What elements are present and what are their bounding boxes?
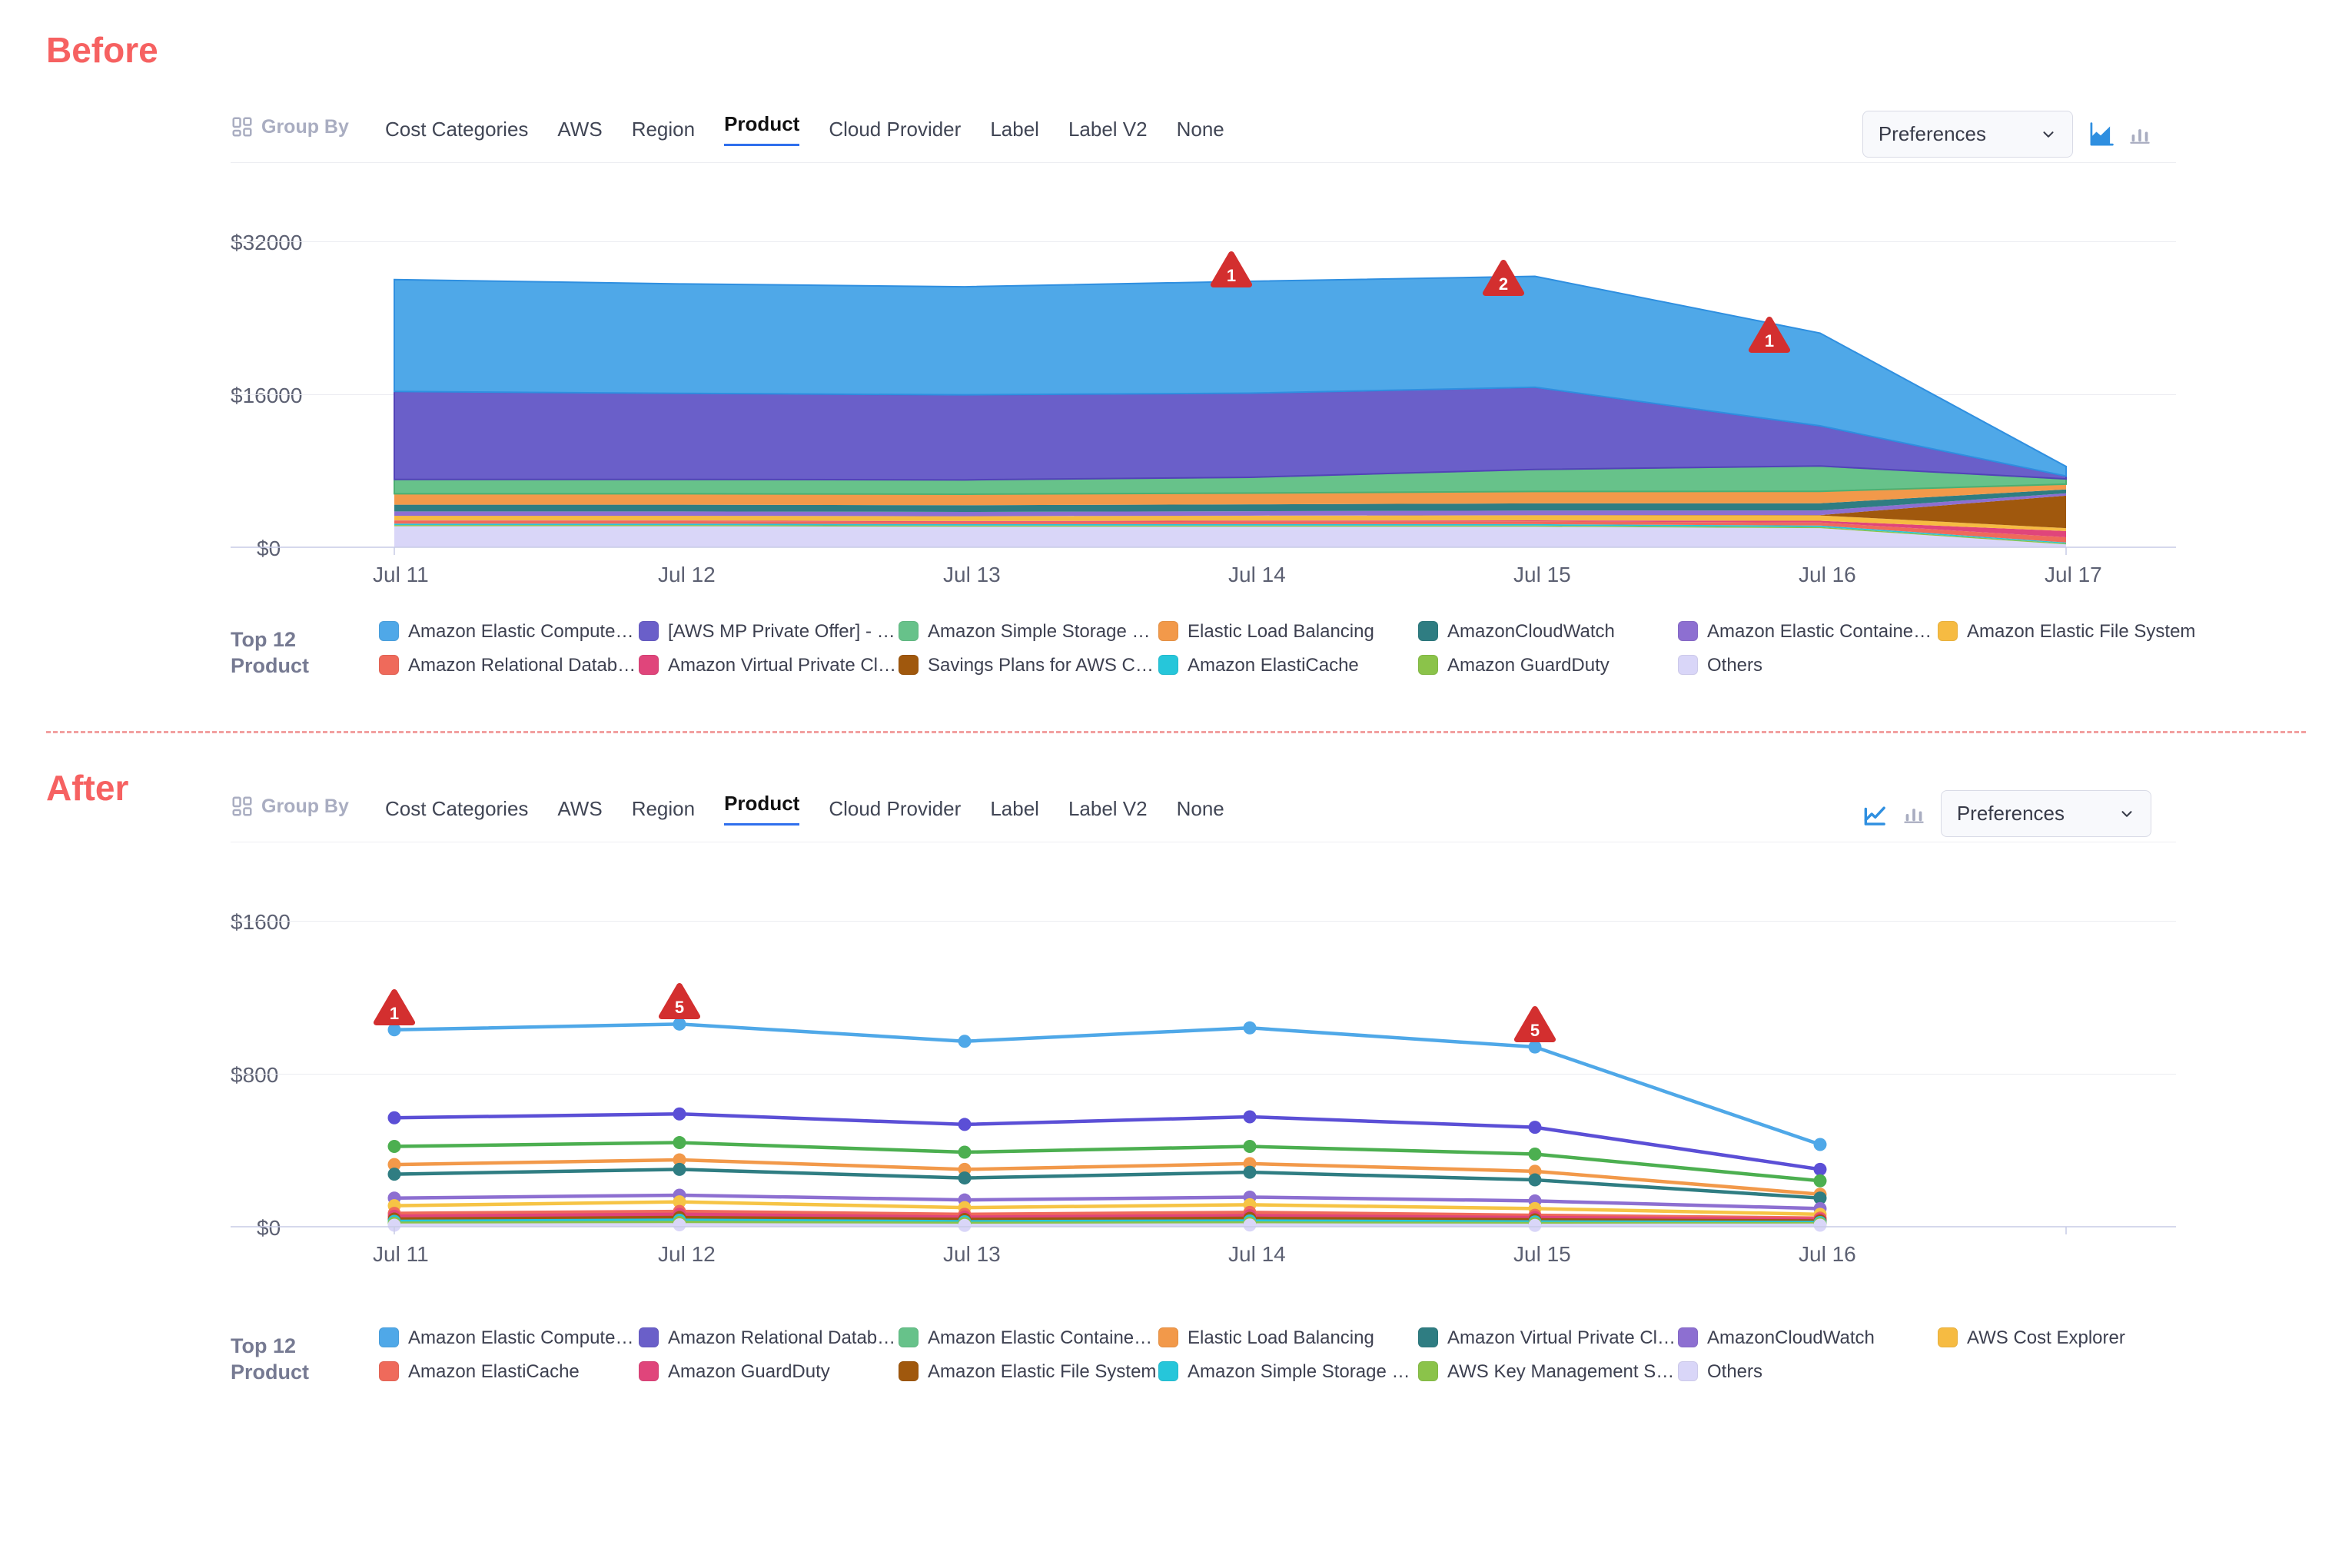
svg-text:1: 1 <box>1227 266 1236 285</box>
svg-text:1: 1 <box>390 1004 399 1023</box>
svg-text:2: 2 <box>1499 274 1508 294</box>
svg-text:1: 1 <box>1765 331 1774 350</box>
svg-text:5: 5 <box>675 998 684 1017</box>
svg-text:5: 5 <box>1530 1021 1540 1040</box>
